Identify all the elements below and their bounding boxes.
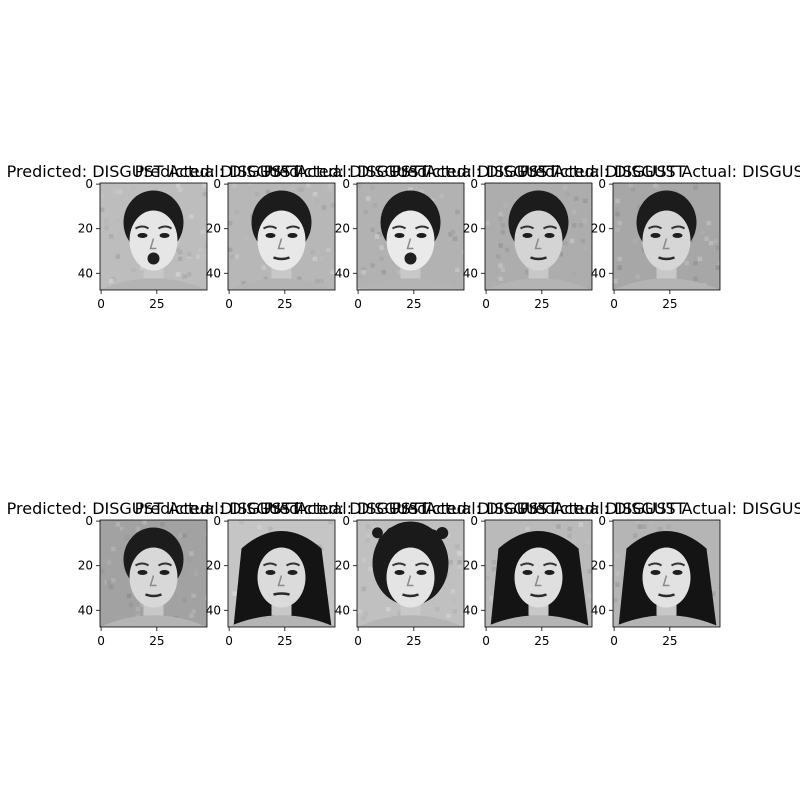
- subplot-panel: 0 20 40 0 25: [206, 514, 336, 648]
- y-tick-label: 20: [463, 559, 478, 573]
- subplot-panel: 0 20 40 0 25: [591, 177, 721, 311]
- x-tick-label: 25: [534, 634, 549, 648]
- y-tick-label: 0: [85, 177, 93, 191]
- x-tick-label: 25: [406, 297, 421, 311]
- face-image: [485, 520, 592, 627]
- axes-frame: [99, 182, 208, 291]
- face-image: [357, 183, 464, 290]
- axes-frame: [612, 519, 721, 628]
- y-tick-label: 20: [591, 222, 606, 236]
- x-tick-label: 25: [149, 297, 164, 311]
- subplot-panel: 0 20 40 0 25: [335, 514, 465, 648]
- subplot-grid: 0 20 40 0 25 0 20 40 0 25 0 20 40 0 25 0 20 40 0 25 0 20 40 0 25…: [78, 177, 721, 648]
- y-tick-label: 20: [335, 559, 350, 573]
- y-tick-label: 0: [213, 514, 221, 528]
- axes-frame: [227, 519, 336, 628]
- subplot-panel: 0 20 40 0 25: [591, 514, 721, 648]
- subplot-title: Predicted: DISGUST Actual: DISGUST: [392, 499, 686, 518]
- y-tick-label: 40: [463, 266, 478, 280]
- y-tick-label: 20: [335, 222, 350, 236]
- x-tick-label: 25: [149, 634, 164, 648]
- face-image: [100, 520, 207, 627]
- x-tick-label: 25: [406, 634, 421, 648]
- face-image: [357, 520, 464, 627]
- face-image: [485, 183, 592, 290]
- subplot-panel: 0 20 40 0 25: [206, 177, 336, 311]
- axes-frame: [356, 182, 465, 291]
- axes-frame: [484, 182, 593, 291]
- y-tick-label: 40: [591, 266, 606, 280]
- face-image: [228, 520, 335, 627]
- y-tick-label: 20: [78, 559, 93, 573]
- subplot-titles: Predicted: DISGUST Actual: DISGUSTPredic…: [7, 162, 800, 518]
- subplot-title: Predicted: DISGUST Actual: DISGUST: [135, 499, 429, 518]
- y-tick-label: 40: [206, 266, 221, 280]
- x-tick-label: 0: [482, 297, 490, 311]
- x-tick-label: 0: [97, 297, 105, 311]
- subplot-panel: 0 20 40 0 25: [78, 514, 208, 648]
- x-tick-label: 0: [482, 634, 490, 648]
- x-tick-label: 25: [277, 634, 292, 648]
- axes-frame: [99, 519, 208, 628]
- y-tick-label: 20: [78, 222, 93, 236]
- subplot-title: Predicted: DISGUST Actual: DISGUST: [520, 162, 800, 181]
- y-tick-label: 20: [206, 222, 221, 236]
- y-tick-label: 20: [591, 559, 606, 573]
- face-image: [613, 520, 720, 627]
- x-tick-label: 0: [610, 634, 618, 648]
- subplot-title: Predicted: DISGUST Actual: DISGUST: [7, 499, 301, 518]
- y-tick-label: 0: [470, 177, 478, 191]
- y-tick-label: 20: [206, 559, 221, 573]
- y-tick-label: 0: [598, 177, 606, 191]
- y-tick-label: 40: [335, 603, 350, 617]
- y-tick-label: 20: [463, 222, 478, 236]
- subplot-panel: 0 20 40 0 25: [335, 177, 465, 311]
- subplot-title: Predicted: DISGUST Actual: DISGUST: [135, 162, 429, 181]
- y-tick-label: 40: [463, 603, 478, 617]
- x-tick-label: 0: [354, 297, 362, 311]
- axes-frame: [227, 182, 336, 291]
- y-tick-label: 0: [470, 514, 478, 528]
- x-tick-label: 0: [225, 297, 233, 311]
- subplot-panel: 0 20 40 0 25: [463, 514, 593, 648]
- subplot-title: Predicted: DISGUST Actual: DISGUST: [264, 499, 558, 518]
- x-tick-label: 25: [662, 297, 677, 311]
- face-image: [228, 183, 335, 290]
- x-tick-label: 25: [277, 297, 292, 311]
- x-tick-label: 0: [97, 634, 105, 648]
- y-tick-label: 40: [78, 266, 93, 280]
- subplot-title: Predicted: DISGUST Actual: DISGUST: [7, 162, 301, 181]
- axes-frame: [612, 182, 721, 291]
- x-tick-label: 0: [225, 634, 233, 648]
- y-tick-label: 0: [85, 514, 93, 528]
- y-tick-label: 40: [591, 603, 606, 617]
- y-tick-label: 0: [342, 514, 350, 528]
- x-tick-label: 25: [534, 297, 549, 311]
- y-tick-label: 0: [213, 177, 221, 191]
- y-tick-label: 0: [598, 514, 606, 528]
- y-tick-label: 40: [206, 603, 221, 617]
- y-tick-label: 0: [342, 177, 350, 191]
- x-tick-label: 0: [354, 634, 362, 648]
- axes-frame: [356, 519, 465, 628]
- axes-frame: [484, 519, 593, 628]
- subplot-title: Predicted: DISGUST Actual: DISGUST: [392, 162, 686, 181]
- subplot-panel: 0 20 40 0 25: [78, 177, 208, 311]
- subplot-panel: 0 20 40 0 25: [463, 177, 593, 311]
- face-image: [100, 183, 207, 290]
- y-tick-label: 40: [335, 266, 350, 280]
- subplot-title: Predicted: DISGUST Actual: DISGUST: [264, 162, 558, 181]
- face-image: [613, 183, 720, 290]
- y-tick-label: 40: [78, 603, 93, 617]
- x-tick-label: 0: [610, 297, 618, 311]
- x-tick-label: 25: [662, 634, 677, 648]
- subplot-title: Predicted: DISGUST Actual: DISGUST: [520, 499, 800, 518]
